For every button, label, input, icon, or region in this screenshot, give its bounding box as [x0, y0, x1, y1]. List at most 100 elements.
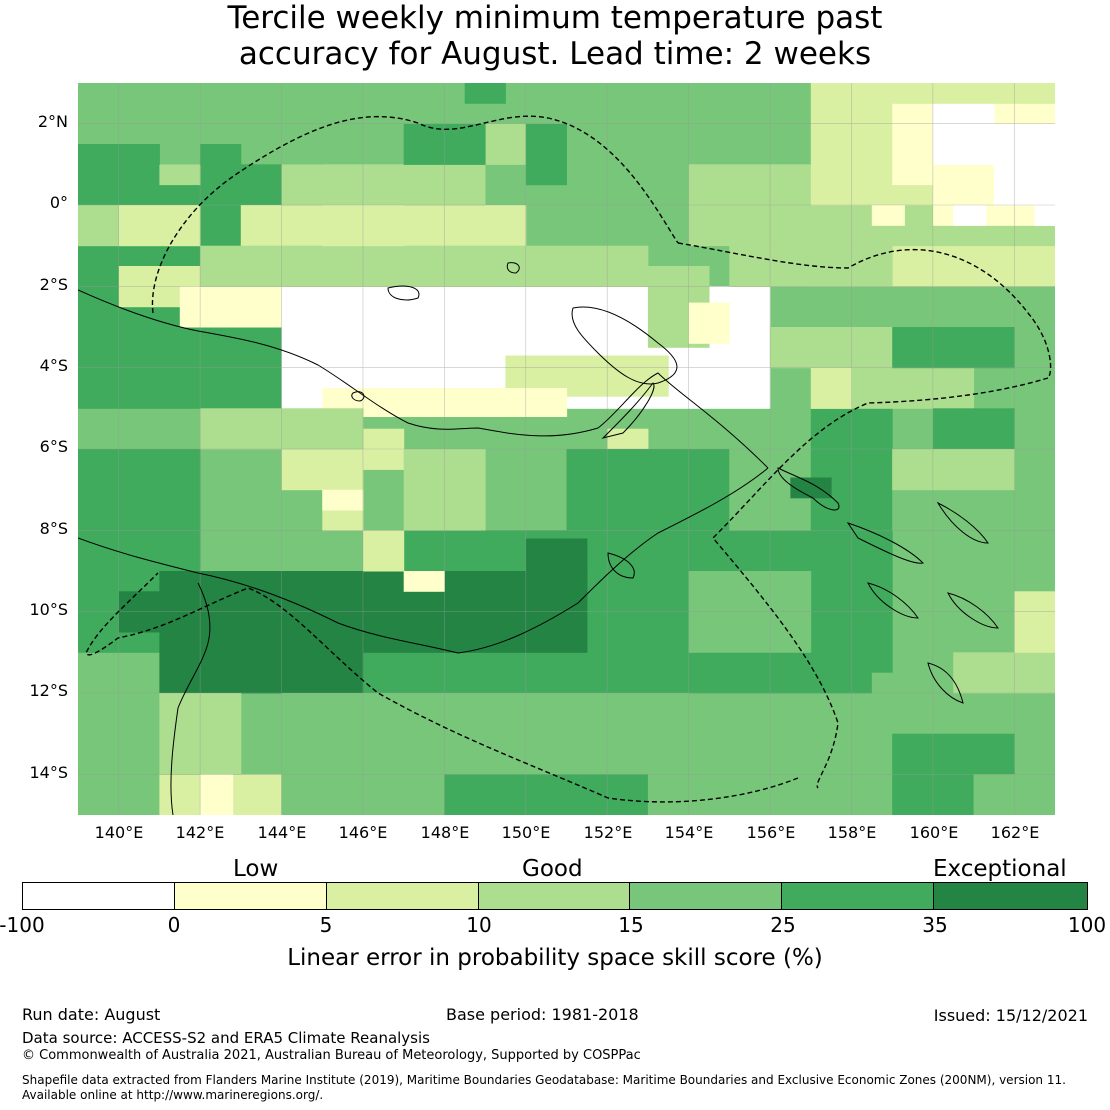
skill-cell: [200, 245, 649, 287]
coastline-cape-york: [170, 582, 211, 815]
map-canvas: [78, 83, 1055, 815]
graticule: [78, 83, 1055, 815]
lon-tick-label: 146°E: [338, 823, 388, 842]
skill-cell: [1014, 591, 1055, 653]
copyright-notice: © Commonwealth of Australia 2021, Austra…: [22, 1048, 641, 1063]
coastline-islands-2: [351, 391, 365, 402]
legend-category-exceptional: Exceptional: [933, 856, 1067, 882]
colorbar-tick-label: 100: [1067, 913, 1107, 937]
lat-tick-label: 4°S: [39, 356, 68, 375]
issued-date: Issued: 15/12/2021: [933, 1006, 1088, 1025]
colorbar-segment: [478, 883, 631, 909]
maritime-boundaries: [85, 115, 1052, 803]
skill-cell: [953, 652, 1055, 694]
colorbar-segment: [934, 883, 1087, 909]
colorbar-tick-label: 10: [466, 913, 492, 937]
lat-tick-label: 14°S: [29, 763, 68, 782]
colorbar-segment: [23, 883, 175, 909]
skill-cell: [770, 327, 852, 369]
lon-tick-label: 140°E: [94, 823, 144, 842]
skill-cell: [932, 408, 1015, 450]
coastline-solomon-1: [846, 522, 925, 564]
coastline-louisiade: [607, 552, 635, 579]
skill-cell: [322, 489, 364, 511]
skill-cell: [892, 83, 1055, 104]
skill-cell: [892, 449, 1015, 491]
coastline-solomon-2: [867, 582, 919, 619]
colorbar-segment: [630, 883, 783, 909]
title-line-1: Tercile weekly minimum temperature past: [227, 0, 883, 36]
skill-cell: [118, 205, 201, 247]
skill-cell: [729, 245, 893, 287]
skill-cell: [200, 144, 242, 165]
skill-cell: [403, 571, 445, 592]
colorbar-tick-label: -100: [0, 913, 45, 937]
skill-score-map: [78, 83, 1055, 815]
skill-cell: [525, 123, 567, 186]
colorbar-tick-label: 15: [618, 913, 644, 937]
skill-cell: [790, 477, 832, 499]
skill-cell: [932, 103, 995, 165]
colorbar-segment: [782, 883, 935, 909]
colorbar-tick-label: 0: [167, 913, 181, 937]
lon-tick-label: 150°E: [501, 823, 551, 842]
skill-cell: [281, 164, 486, 206]
skill-cell: [525, 538, 588, 592]
coastline-new-guinea-south: [78, 467, 769, 654]
lat-tick-label: 0°: [49, 193, 68, 212]
data-source: Data source: ACCESS-S2 and ERA5 Climate …: [22, 1029, 430, 1047]
lon-tick-label: 156°E: [746, 823, 796, 842]
run-date: Run date: August: [22, 1005, 161, 1024]
lon-tick-label: 160°E: [909, 823, 959, 842]
coastline-manus: [387, 285, 420, 301]
lon-tick-label: 158°E: [827, 823, 877, 842]
lon-tick-label: 148°E: [420, 823, 470, 842]
lat-tick-label: 6°S: [39, 437, 68, 456]
lon-tick-label: 142°E: [175, 823, 225, 842]
skill-cell: [871, 205, 905, 226]
skill-cell: [1034, 123, 1055, 226]
coastline-solomon-4: [947, 592, 999, 629]
skill-cell: [566, 83, 690, 125]
lon-tick-label: 162°E: [990, 823, 1040, 842]
colorbar: [22, 882, 1088, 910]
skill-cell: [810, 367, 852, 409]
legend-category-good: Good: [522, 856, 583, 882]
coastline-islands-1: [506, 262, 520, 274]
colorbar-label: Linear error in probability space skill …: [287, 945, 823, 971]
colorbar-tick-label: 25: [770, 913, 796, 937]
skill-cell: [200, 774, 234, 815]
eez-png-east: [677, 242, 1052, 379]
base-period: Base period: 1981-2018: [446, 1005, 639, 1024]
colorbar-tick-label: 35: [922, 913, 948, 937]
coastline-solomon-3: [936, 501, 989, 544]
eez-solomons: [712, 377, 1049, 789]
skill-cell: [281, 449, 364, 491]
lon-tick-label: 154°E: [664, 823, 714, 842]
shapefile-credit: Shapefile data extracted from Flanders M…: [22, 1073, 1066, 1087]
coastline-new-britain: [571, 306, 678, 385]
coastline-new-ireland: [601, 382, 655, 439]
title-line-2: accuracy for August. Lead time: 2 weeks: [238, 36, 872, 72]
lat-tick-label: 8°S: [39, 519, 68, 538]
coastline-bougainville: [777, 467, 840, 511]
lat-tick-label: 10°S: [29, 600, 68, 619]
skill-cell: [159, 164, 201, 186]
lat-tick-label: 12°S: [29, 681, 68, 700]
skill-cell: [78, 205, 120, 247]
eez-png-north: [151, 115, 679, 314]
lat-tick-label: 2°S: [39, 275, 68, 294]
skill-cell: [871, 672, 954, 714]
skill-cell: [953, 205, 987, 226]
colorbar-segment: [174, 883, 327, 909]
colorbar-tick-label: 5: [319, 913, 333, 937]
skill-cell: [892, 327, 1015, 369]
coastline-vanuatu: [927, 662, 964, 704]
coastline-new-guinea-north: [78, 289, 769, 469]
map-title: Tercile weekly minimum temperature past …: [0, 0, 1110, 72]
colorbar-segment: [326, 883, 479, 909]
lon-tick-label: 144°E: [257, 823, 307, 842]
coastlines: [78, 262, 999, 815]
eez-png-south: [85, 572, 799, 803]
skill-cell: [363, 530, 405, 572]
